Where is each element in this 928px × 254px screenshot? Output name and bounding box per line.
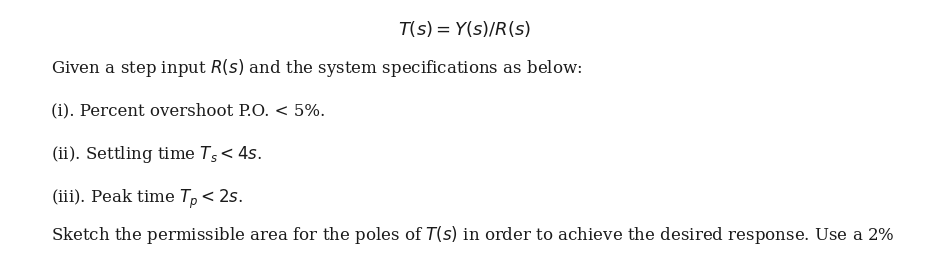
Text: (i). Percent overshoot P.O. < 5%.: (i). Percent overshoot P.O. < 5%. [51, 102, 325, 119]
Text: (ii). Settling time $T_s < 4s$.: (ii). Settling time $T_s < 4s$. [51, 144, 262, 164]
Text: Sketch the permissible area for the poles of $T(s)$ in order to achieve the desi: Sketch the permissible area for the pole… [51, 224, 894, 245]
Text: (iii). Peak time $T_p < 2s$.: (iii). Peak time $T_p < 2s$. [51, 187, 243, 210]
Text: Given a step input $R(s)$ and the system specifications as below:: Given a step input $R(s)$ and the system… [51, 57, 582, 79]
Text: $T(s) = Y(s)/R(s)$: $T(s) = Y(s)/R(s)$ [397, 19, 531, 39]
